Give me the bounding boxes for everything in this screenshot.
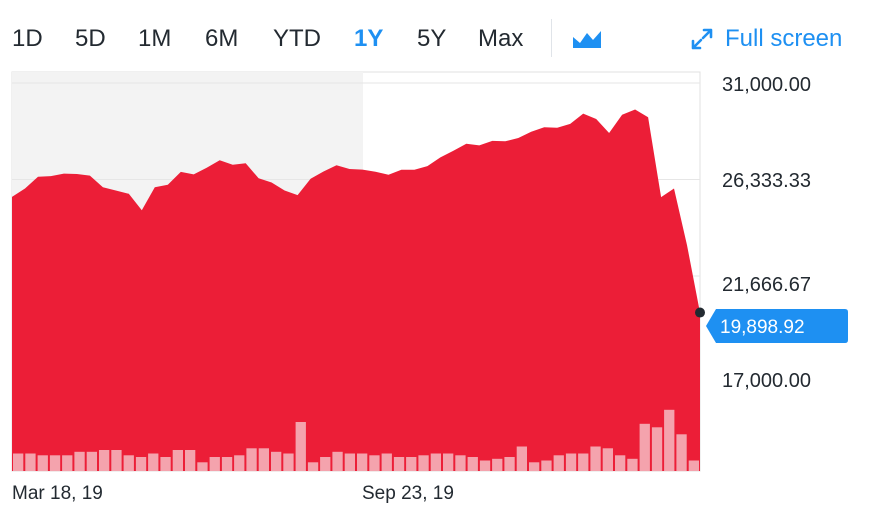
y-tick-label: 21,666.67 xyxy=(722,274,811,296)
current-value-label: 19,898.92 xyxy=(720,317,805,338)
volume-bar xyxy=(627,458,638,472)
volume-bar xyxy=(258,448,269,472)
range-tab-5d[interactable]: 5D xyxy=(75,25,106,52)
volume-bar xyxy=(344,453,355,471)
volume-bar xyxy=(369,455,380,472)
volume-bar xyxy=(688,460,699,471)
volume-bar xyxy=(381,453,392,471)
current-value-badge: 19,898.92 xyxy=(706,309,848,343)
range-tab-1d[interactable]: 1D xyxy=(12,25,43,52)
mountain-chart-icon xyxy=(573,31,601,48)
volume-bar xyxy=(418,455,429,472)
volume-bar xyxy=(393,457,405,471)
volume-bar xyxy=(25,453,36,471)
volume-bar xyxy=(676,434,687,472)
range-tab-1y[interactable]: 1Y xyxy=(354,25,384,52)
volume-bars xyxy=(13,409,699,472)
current-value-marker xyxy=(695,307,705,318)
volume-bar xyxy=(529,462,540,472)
volume-bar xyxy=(185,450,196,471)
volume-bar xyxy=(135,457,147,471)
volume-bar xyxy=(234,455,245,472)
range-tab-5y[interactable]: 5Y xyxy=(417,25,447,52)
price-chart[interactable]: 31,000.00 26,333.33 21,666.67 17,000.00 … xyxy=(0,68,882,516)
y-tick-label: 17,000.00 xyxy=(722,370,811,392)
volume-bar xyxy=(209,457,220,471)
y-tick-label: 31,000.00 xyxy=(722,74,811,96)
volume-bar xyxy=(271,451,282,472)
volume-bar xyxy=(307,462,319,472)
volume-bar xyxy=(651,427,663,472)
range-tab-max[interactable]: Max xyxy=(478,25,524,52)
volume-bar xyxy=(111,450,122,471)
volume-bar xyxy=(221,457,233,471)
volume-bar xyxy=(590,446,601,471)
volume-bar xyxy=(62,455,73,472)
volume-bar xyxy=(320,457,331,471)
volume-bar xyxy=(148,453,159,471)
volume-bar xyxy=(295,422,306,471)
volume-bar xyxy=(86,451,97,472)
volume-bar xyxy=(332,451,343,472)
chart-toolbar: 1D 5D 1M 6M YTD 1Y 5Y Max Full screen xyxy=(0,0,882,78)
volume-bar xyxy=(565,453,577,471)
range-tab-ytd[interactable]: YTD xyxy=(273,25,321,52)
volume-bar xyxy=(479,460,491,471)
chart-type-button[interactable] xyxy=(572,28,602,50)
volume-bar xyxy=(455,455,466,472)
x-tick-label: Mar 18, 19 xyxy=(12,483,103,504)
range-tab-6m[interactable]: 6M xyxy=(205,25,239,52)
volume-bar xyxy=(553,455,564,472)
volume-bar xyxy=(160,457,171,471)
x-tick-label: Sep 23, 19 xyxy=(362,483,454,504)
toolbar-divider xyxy=(551,19,552,57)
fullscreen-label: Full screen xyxy=(725,25,843,52)
volume-bar xyxy=(492,458,503,472)
volume-bar xyxy=(99,450,110,471)
price-area-layer xyxy=(12,109,700,471)
volume-bar xyxy=(283,453,294,471)
volume-bar xyxy=(578,453,589,471)
volume-bar xyxy=(246,448,257,472)
range-tab-1m[interactable]: 1M xyxy=(138,25,172,52)
fullscreen-button[interactable]: Full screen xyxy=(689,22,842,56)
y-tick-label: 26,333.33 xyxy=(722,170,811,192)
volume-bar xyxy=(504,457,515,471)
volume-bar xyxy=(13,453,24,471)
price-area xyxy=(12,109,700,471)
volume-bar xyxy=(37,455,48,472)
volume-bar xyxy=(516,446,527,471)
volume-bar xyxy=(74,451,85,472)
axis-labels: 31,000.00 26,333.33 21,666.67 17,000.00 … xyxy=(12,74,811,504)
volume-bar xyxy=(172,450,183,471)
volume-bar xyxy=(443,453,454,471)
volume-bar xyxy=(615,455,626,472)
current-value-badge-shape xyxy=(706,309,848,343)
volume-bar xyxy=(602,448,613,472)
volume-bar xyxy=(467,457,478,471)
volume-bar xyxy=(664,409,675,472)
volume-bar xyxy=(197,462,208,472)
volume-bar xyxy=(639,423,650,472)
chart-canvas: 31,000.00 26,333.33 21,666.67 17,000.00 … xyxy=(11,71,848,504)
volume-bar xyxy=(123,455,134,472)
volume-bar xyxy=(357,453,368,471)
expand-arrows-icon xyxy=(691,28,713,50)
volume-bar xyxy=(406,457,417,471)
volume-bar xyxy=(49,455,61,472)
volume-bar xyxy=(430,453,441,471)
volume-bar xyxy=(541,460,552,471)
